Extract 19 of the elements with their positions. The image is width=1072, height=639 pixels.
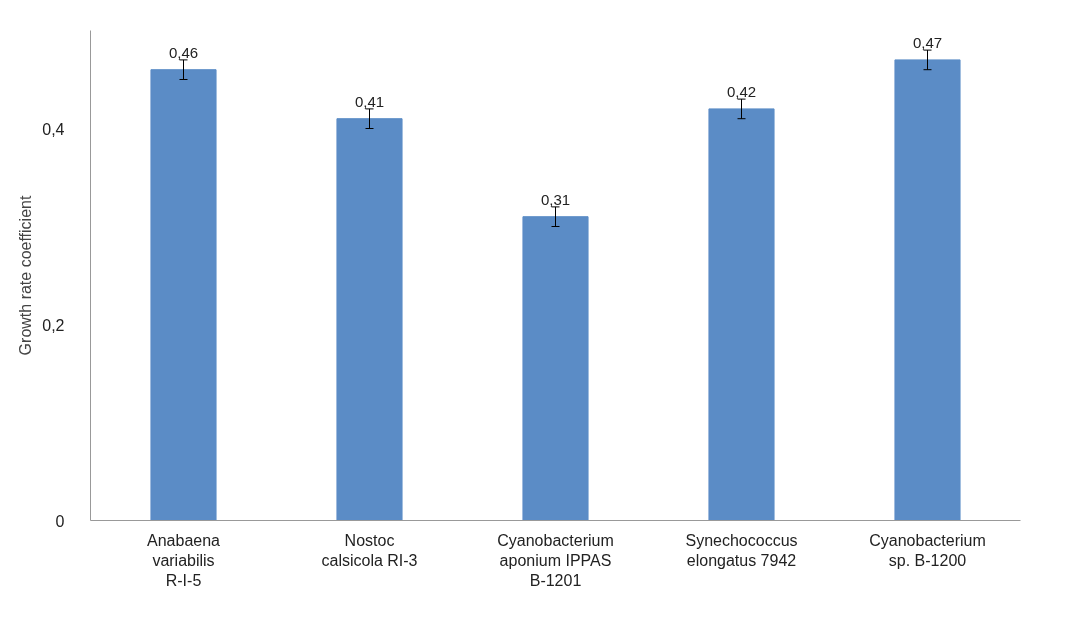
bar: [894, 59, 961, 521]
x-tick-label: Anabaena variabilis R-I-5: [147, 531, 221, 590]
bar: [336, 118, 403, 521]
data-label: 0,46: [168, 43, 199, 61]
bar: [522, 216, 589, 521]
data-label: 0,31: [540, 190, 571, 208]
y-tick-label: 0: [55, 512, 65, 530]
x-tick-label: Cyanobacterium aponium IPPAS B-1201: [497, 531, 614, 590]
data-label: 0,41: [354, 92, 385, 110]
data-label: 0,42: [726, 83, 757, 101]
bar: [150, 69, 217, 521]
x-tick-label: Synechococcus elongatus 7942: [685, 531, 798, 569]
y-tick-label: 0,4: [42, 120, 65, 138]
x-tick-label: Nostoc calsicola RI-3: [321, 531, 418, 569]
x-tick-label: Cyanobacterium sp. B-1200: [869, 531, 986, 569]
bar: [708, 108, 775, 521]
y-axis-title: Growth rate coefficient: [17, 195, 35, 356]
y-tick-label: 0,2: [42, 316, 65, 334]
data-label: 0,47: [912, 34, 943, 52]
